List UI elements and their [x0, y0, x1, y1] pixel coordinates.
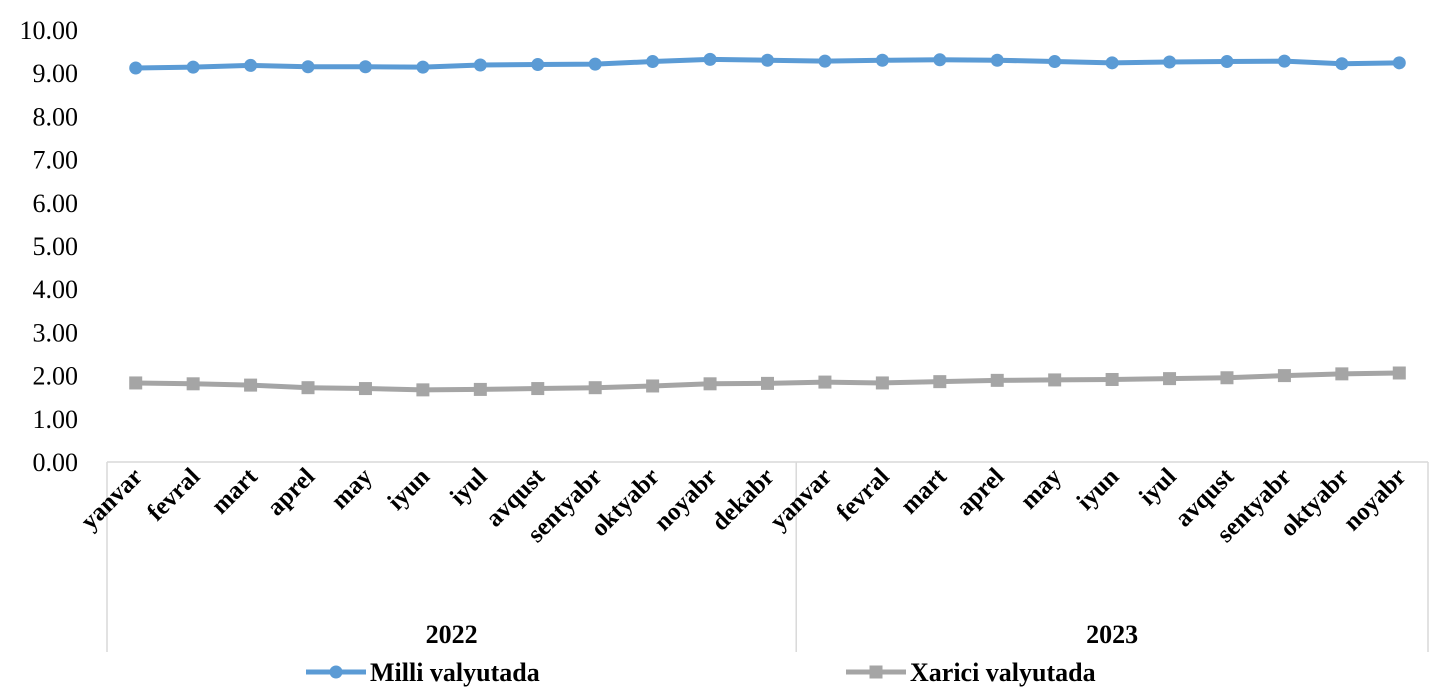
data-point	[473, 58, 487, 72]
x-group-label: 2023	[1086, 620, 1138, 649]
y-tick-label: 8.00	[33, 102, 79, 131]
data-point	[1105, 56, 1119, 70]
data-point	[818, 375, 832, 389]
y-tick-label: 2.00	[33, 362, 79, 391]
data-point	[990, 373, 1004, 387]
data-point	[129, 61, 143, 75]
data-point	[1048, 373, 1062, 387]
data-point	[1277, 54, 1291, 68]
x-tick-label: noyabr	[1338, 463, 1411, 536]
data-point	[1163, 55, 1177, 69]
data-point	[818, 54, 832, 68]
y-tick-label: 5.00	[33, 232, 79, 261]
legend: Milli valyutada Xarici valyutada	[306, 658, 1096, 687]
data-point	[875, 53, 889, 67]
data-point	[473, 382, 487, 396]
x-group-label: 2022	[426, 620, 478, 649]
x-tick-label: dekabr	[707, 463, 780, 536]
series-layer	[129, 52, 1406, 397]
data-point	[933, 375, 947, 389]
data-point	[761, 53, 774, 67]
x-tick-label: may	[326, 463, 378, 515]
data-point	[301, 60, 315, 74]
data-point	[301, 381, 315, 395]
data-point	[1220, 55, 1234, 69]
data-point	[875, 376, 889, 390]
data-point	[933, 53, 947, 67]
x-tick-label: fevral	[831, 463, 894, 526]
data-point	[416, 383, 430, 397]
x-tick-label: iyun	[1072, 463, 1125, 516]
y-tick-label: 0.00	[33, 448, 79, 477]
x-tick-label: aprel	[951, 463, 1009, 521]
data-point	[646, 55, 660, 69]
x-tick-label: iyul	[1134, 463, 1182, 511]
data-point	[358, 382, 372, 396]
data-point	[129, 376, 143, 390]
y-tick-label: 7.00	[33, 146, 79, 175]
x-tick-label: yanvar	[765, 463, 837, 535]
data-point	[1277, 369, 1291, 383]
data-point	[1105, 372, 1119, 386]
legend-label: Milli valyutada	[370, 658, 540, 687]
data-point	[244, 58, 258, 72]
legend-label: Xarici valyutada	[910, 658, 1096, 687]
data-point	[1392, 56, 1406, 70]
data-point	[531, 58, 545, 72]
y-tick-label: 4.00	[33, 275, 79, 304]
x-tick-label: mart	[206, 463, 263, 520]
data-point	[358, 60, 372, 74]
data-point	[761, 376, 774, 390]
x-tick-label: iyun	[383, 463, 436, 516]
x-tick-label: may	[1015, 463, 1067, 515]
data-point	[416, 60, 430, 74]
x-tick-label: mart	[896, 463, 953, 520]
data-point	[703, 52, 717, 66]
data-point	[531, 382, 545, 396]
y-tick-label: 6.00	[33, 189, 79, 218]
data-point	[588, 381, 602, 395]
legend-marker	[869, 665, 883, 679]
x-tick-label: yanvar	[76, 463, 148, 535]
data-point	[1163, 372, 1177, 386]
data-point	[186, 377, 200, 391]
y-axis: 0.00 1.00 2.00 3.00 4.00 5.00 6.00 7.00 8.00 9.00…	[20, 16, 79, 477]
x-tick-label: aprel	[262, 463, 320, 521]
legend-marker	[329, 665, 343, 679]
data-point	[646, 379, 660, 393]
data-point	[1335, 367, 1349, 381]
data-point	[244, 378, 258, 392]
data-point	[588, 57, 602, 71]
data-point	[186, 60, 200, 74]
data-point	[703, 377, 717, 391]
data-point	[1392, 366, 1406, 380]
data-point	[1048, 55, 1062, 69]
y-tick-label: 10.00	[20, 16, 79, 45]
data-point	[1220, 371, 1234, 385]
data-point	[1335, 57, 1349, 71]
x-tick-label: noyabr	[649, 463, 722, 536]
data-point	[990, 53, 1004, 67]
y-tick-label: 1.00	[33, 405, 79, 434]
x-tick-label: iyul	[445, 463, 493, 511]
y-tick-label: 3.00	[33, 318, 79, 347]
x-tick-label: fevral	[142, 463, 205, 526]
y-tick-label: 9.00	[33, 59, 79, 88]
